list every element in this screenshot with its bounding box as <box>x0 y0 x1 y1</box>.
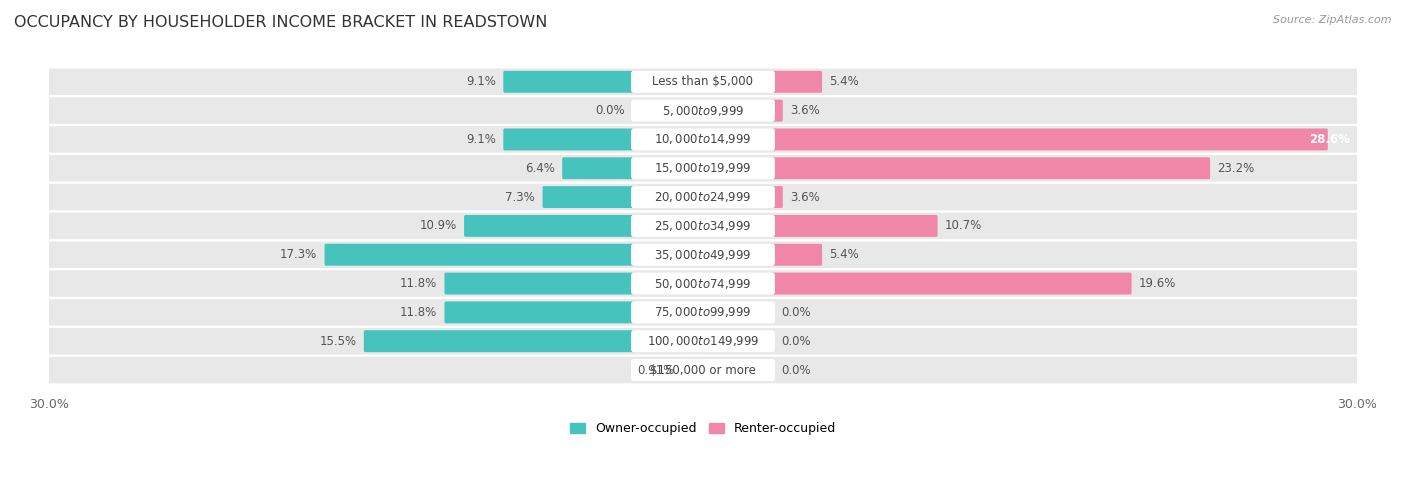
FancyBboxPatch shape <box>631 100 775 122</box>
FancyBboxPatch shape <box>464 215 634 237</box>
FancyBboxPatch shape <box>631 215 775 237</box>
FancyBboxPatch shape <box>42 69 1364 95</box>
FancyBboxPatch shape <box>772 215 938 237</box>
Text: $75,000 to $99,999: $75,000 to $99,999 <box>654 305 752 319</box>
FancyBboxPatch shape <box>42 242 1364 268</box>
Text: $20,000 to $24,999: $20,000 to $24,999 <box>654 190 752 204</box>
FancyBboxPatch shape <box>772 186 783 208</box>
Text: $15,000 to $19,999: $15,000 to $19,999 <box>654 161 752 175</box>
FancyBboxPatch shape <box>631 359 775 381</box>
Text: 0.91%: 0.91% <box>637 364 675 377</box>
Text: 17.3%: 17.3% <box>280 248 318 261</box>
Text: $25,000 to $34,999: $25,000 to $34,999 <box>654 219 752 233</box>
Text: 9.1%: 9.1% <box>465 75 496 88</box>
Text: Less than $5,000: Less than $5,000 <box>652 75 754 88</box>
Text: $100,000 to $149,999: $100,000 to $149,999 <box>647 334 759 348</box>
Text: 0.0%: 0.0% <box>782 306 811 319</box>
FancyBboxPatch shape <box>42 270 1364 297</box>
Text: 3.6%: 3.6% <box>790 191 820 204</box>
Text: $5,000 to $9,999: $5,000 to $9,999 <box>662 104 744 118</box>
FancyBboxPatch shape <box>444 301 634 323</box>
Text: $35,000 to $49,999: $35,000 to $49,999 <box>654 248 752 262</box>
FancyBboxPatch shape <box>631 244 775 266</box>
FancyBboxPatch shape <box>444 273 634 295</box>
FancyBboxPatch shape <box>631 157 775 179</box>
FancyBboxPatch shape <box>42 126 1364 153</box>
Text: 28.6%: 28.6% <box>1309 133 1350 146</box>
Text: 0.0%: 0.0% <box>595 104 624 117</box>
FancyBboxPatch shape <box>42 213 1364 239</box>
FancyBboxPatch shape <box>631 186 775 208</box>
FancyBboxPatch shape <box>772 128 1327 150</box>
Text: $10,000 to $14,999: $10,000 to $14,999 <box>654 133 752 146</box>
Text: 11.8%: 11.8% <box>399 306 437 319</box>
Text: 23.2%: 23.2% <box>1218 162 1254 175</box>
Text: 5.4%: 5.4% <box>830 248 859 261</box>
FancyBboxPatch shape <box>631 273 775 295</box>
Text: 10.7%: 10.7% <box>945 219 983 232</box>
Text: Source: ZipAtlas.com: Source: ZipAtlas.com <box>1274 15 1392 25</box>
Text: 0.0%: 0.0% <box>782 364 811 377</box>
FancyBboxPatch shape <box>42 299 1364 326</box>
Text: 5.4%: 5.4% <box>830 75 859 88</box>
Text: OCCUPANCY BY HOUSEHOLDER INCOME BRACKET IN READSTOWN: OCCUPANCY BY HOUSEHOLDER INCOME BRACKET … <box>14 15 547 30</box>
FancyBboxPatch shape <box>42 328 1364 354</box>
FancyBboxPatch shape <box>42 97 1364 124</box>
Text: 11.8%: 11.8% <box>399 277 437 290</box>
Text: 7.3%: 7.3% <box>505 191 536 204</box>
FancyBboxPatch shape <box>42 155 1364 182</box>
Text: 10.9%: 10.9% <box>419 219 457 232</box>
Legend: Owner-occupied, Renter-occupied: Owner-occupied, Renter-occupied <box>565 417 841 440</box>
FancyBboxPatch shape <box>543 186 634 208</box>
FancyBboxPatch shape <box>42 357 1364 383</box>
Text: $50,000 to $74,999: $50,000 to $74,999 <box>654 277 752 291</box>
FancyBboxPatch shape <box>503 71 634 93</box>
FancyBboxPatch shape <box>631 128 775 150</box>
FancyBboxPatch shape <box>631 301 775 323</box>
Text: 19.6%: 19.6% <box>1139 277 1177 290</box>
FancyBboxPatch shape <box>772 157 1211 179</box>
FancyBboxPatch shape <box>772 244 823 266</box>
FancyBboxPatch shape <box>562 157 634 179</box>
FancyBboxPatch shape <box>42 184 1364 210</box>
FancyBboxPatch shape <box>325 244 634 266</box>
FancyBboxPatch shape <box>772 273 1132 295</box>
Text: $150,000 or more: $150,000 or more <box>650 364 756 377</box>
Text: 15.5%: 15.5% <box>319 335 356 347</box>
FancyBboxPatch shape <box>682 360 704 381</box>
FancyBboxPatch shape <box>631 330 775 352</box>
Text: 0.0%: 0.0% <box>782 335 811 347</box>
FancyBboxPatch shape <box>364 330 634 352</box>
Text: 3.6%: 3.6% <box>790 104 820 117</box>
FancyBboxPatch shape <box>503 128 634 150</box>
Text: 6.4%: 6.4% <box>524 162 555 175</box>
Text: 9.1%: 9.1% <box>465 133 496 146</box>
FancyBboxPatch shape <box>772 71 823 93</box>
FancyBboxPatch shape <box>631 71 775 93</box>
FancyBboxPatch shape <box>772 100 783 122</box>
